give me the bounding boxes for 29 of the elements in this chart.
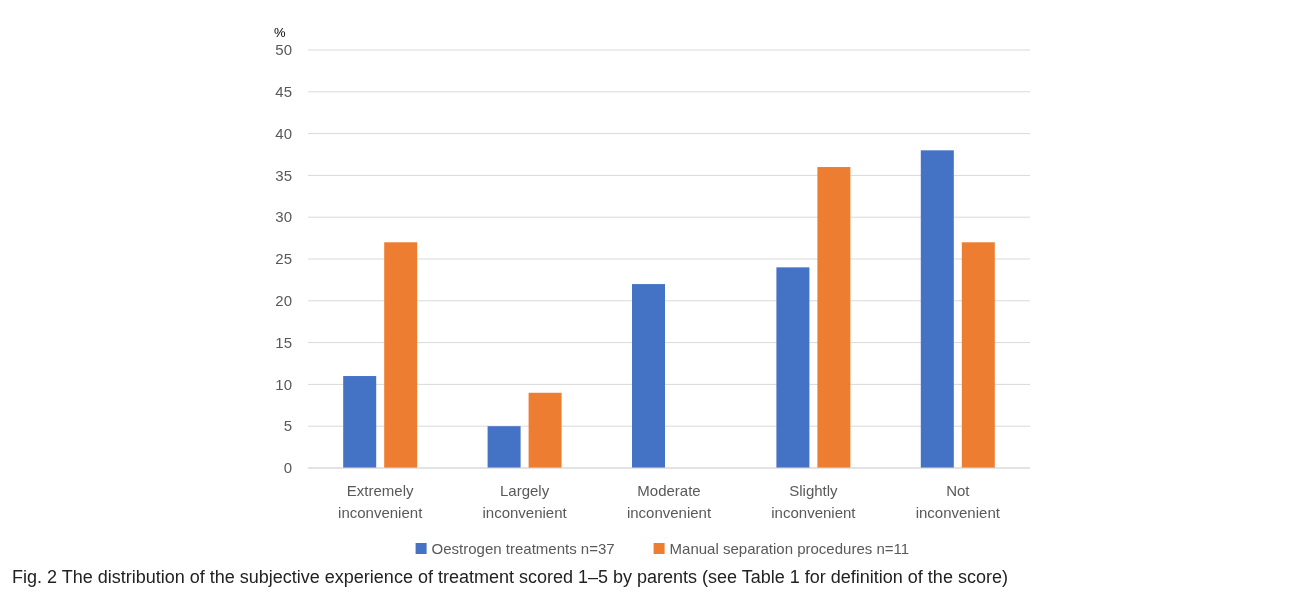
y-tick-label: 25 [275,250,292,268]
bar [817,167,851,468]
bar [961,242,995,468]
y-tick-label: 0 [283,459,292,477]
bar [632,284,665,468]
y-tick-label: 45 [275,83,292,101]
y-tick-label: 35 [275,166,292,184]
legend-label: Manual separation procedures n=11 [669,540,910,558]
x-tick-label: Largely inconvenient [482,482,568,521]
bar [384,242,418,468]
x-tick-label: Extremely inconvenient [338,482,424,521]
x-tick-label: Not inconvenient [915,482,1001,521]
y-tick-label: 15 [275,333,292,351]
y-axis-title: % [274,25,286,40]
bar [776,267,810,468]
bar [920,150,954,468]
x-tick-label: Moderate inconvenient [626,482,712,521]
y-tick-label: 50 [275,41,292,59]
caption: Fig. 2 The distribution of the subjective experience of treatment scored 1–5 by parents (see Table 1 for definition of the score) [12,567,1008,587]
legend-label: Oestrogen treatments n=37 [431,540,615,558]
bar [343,376,377,468]
y-tick-label: 40 [275,124,292,142]
bar [487,426,521,468]
bar [528,392,562,468]
y-tick-label: 30 [275,208,292,226]
y-tick-label: 20 [275,292,292,310]
y-tick-label: 5 [283,417,292,435]
y-tick-label: 10 [275,375,292,393]
x-tick-label: Slightly inconvenient [771,482,857,521]
